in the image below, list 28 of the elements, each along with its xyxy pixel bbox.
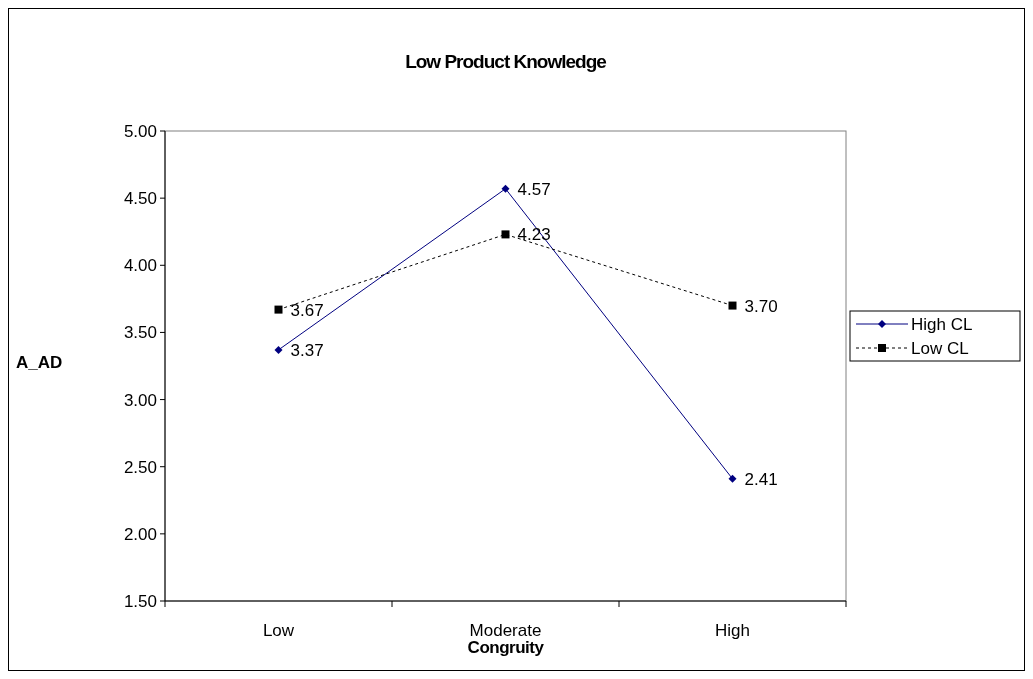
data-label: 3.37 <box>290 340 324 360</box>
y-tick-label: 1.50 <box>123 592 157 611</box>
data-label: 3.67 <box>290 300 324 320</box>
point <box>501 230 510 239</box>
x-tick-label: Low <box>262 621 295 640</box>
data-label: 4.23 <box>517 225 551 245</box>
point <box>274 345 283 354</box>
legend-label: Low CL <box>911 339 969 358</box>
chart-title: Low Product Knowledge <box>405 51 607 72</box>
data-label: 4.57 <box>517 179 551 199</box>
x-tick-label: Moderate <box>469 621 542 640</box>
y-tick-label: 3.00 <box>123 390 157 410</box>
data-label: 2.41 <box>744 469 778 489</box>
point <box>728 301 737 310</box>
y-tick-label: 2.00 <box>123 524 157 544</box>
y-tick-label: 2.50 <box>123 457 157 477</box>
x-axis-title: Congruity <box>467 638 545 657</box>
point <box>501 184 510 193</box>
data-label: 3.70 <box>744 296 778 316</box>
x-tick-label: High <box>715 621 750 640</box>
y-tick-label: 4.00 <box>123 256 157 276</box>
y-tick-label: 4.50 <box>123 189 157 209</box>
y-tick-label: 5.00 <box>123 122 157 141</box>
y-tick-label: 3.50 <box>123 323 157 343</box>
point <box>274 305 283 314</box>
point <box>728 474 737 483</box>
y-axis-title: A_AD <box>16 353 63 372</box>
legend-label: High CL <box>911 315 973 334</box>
